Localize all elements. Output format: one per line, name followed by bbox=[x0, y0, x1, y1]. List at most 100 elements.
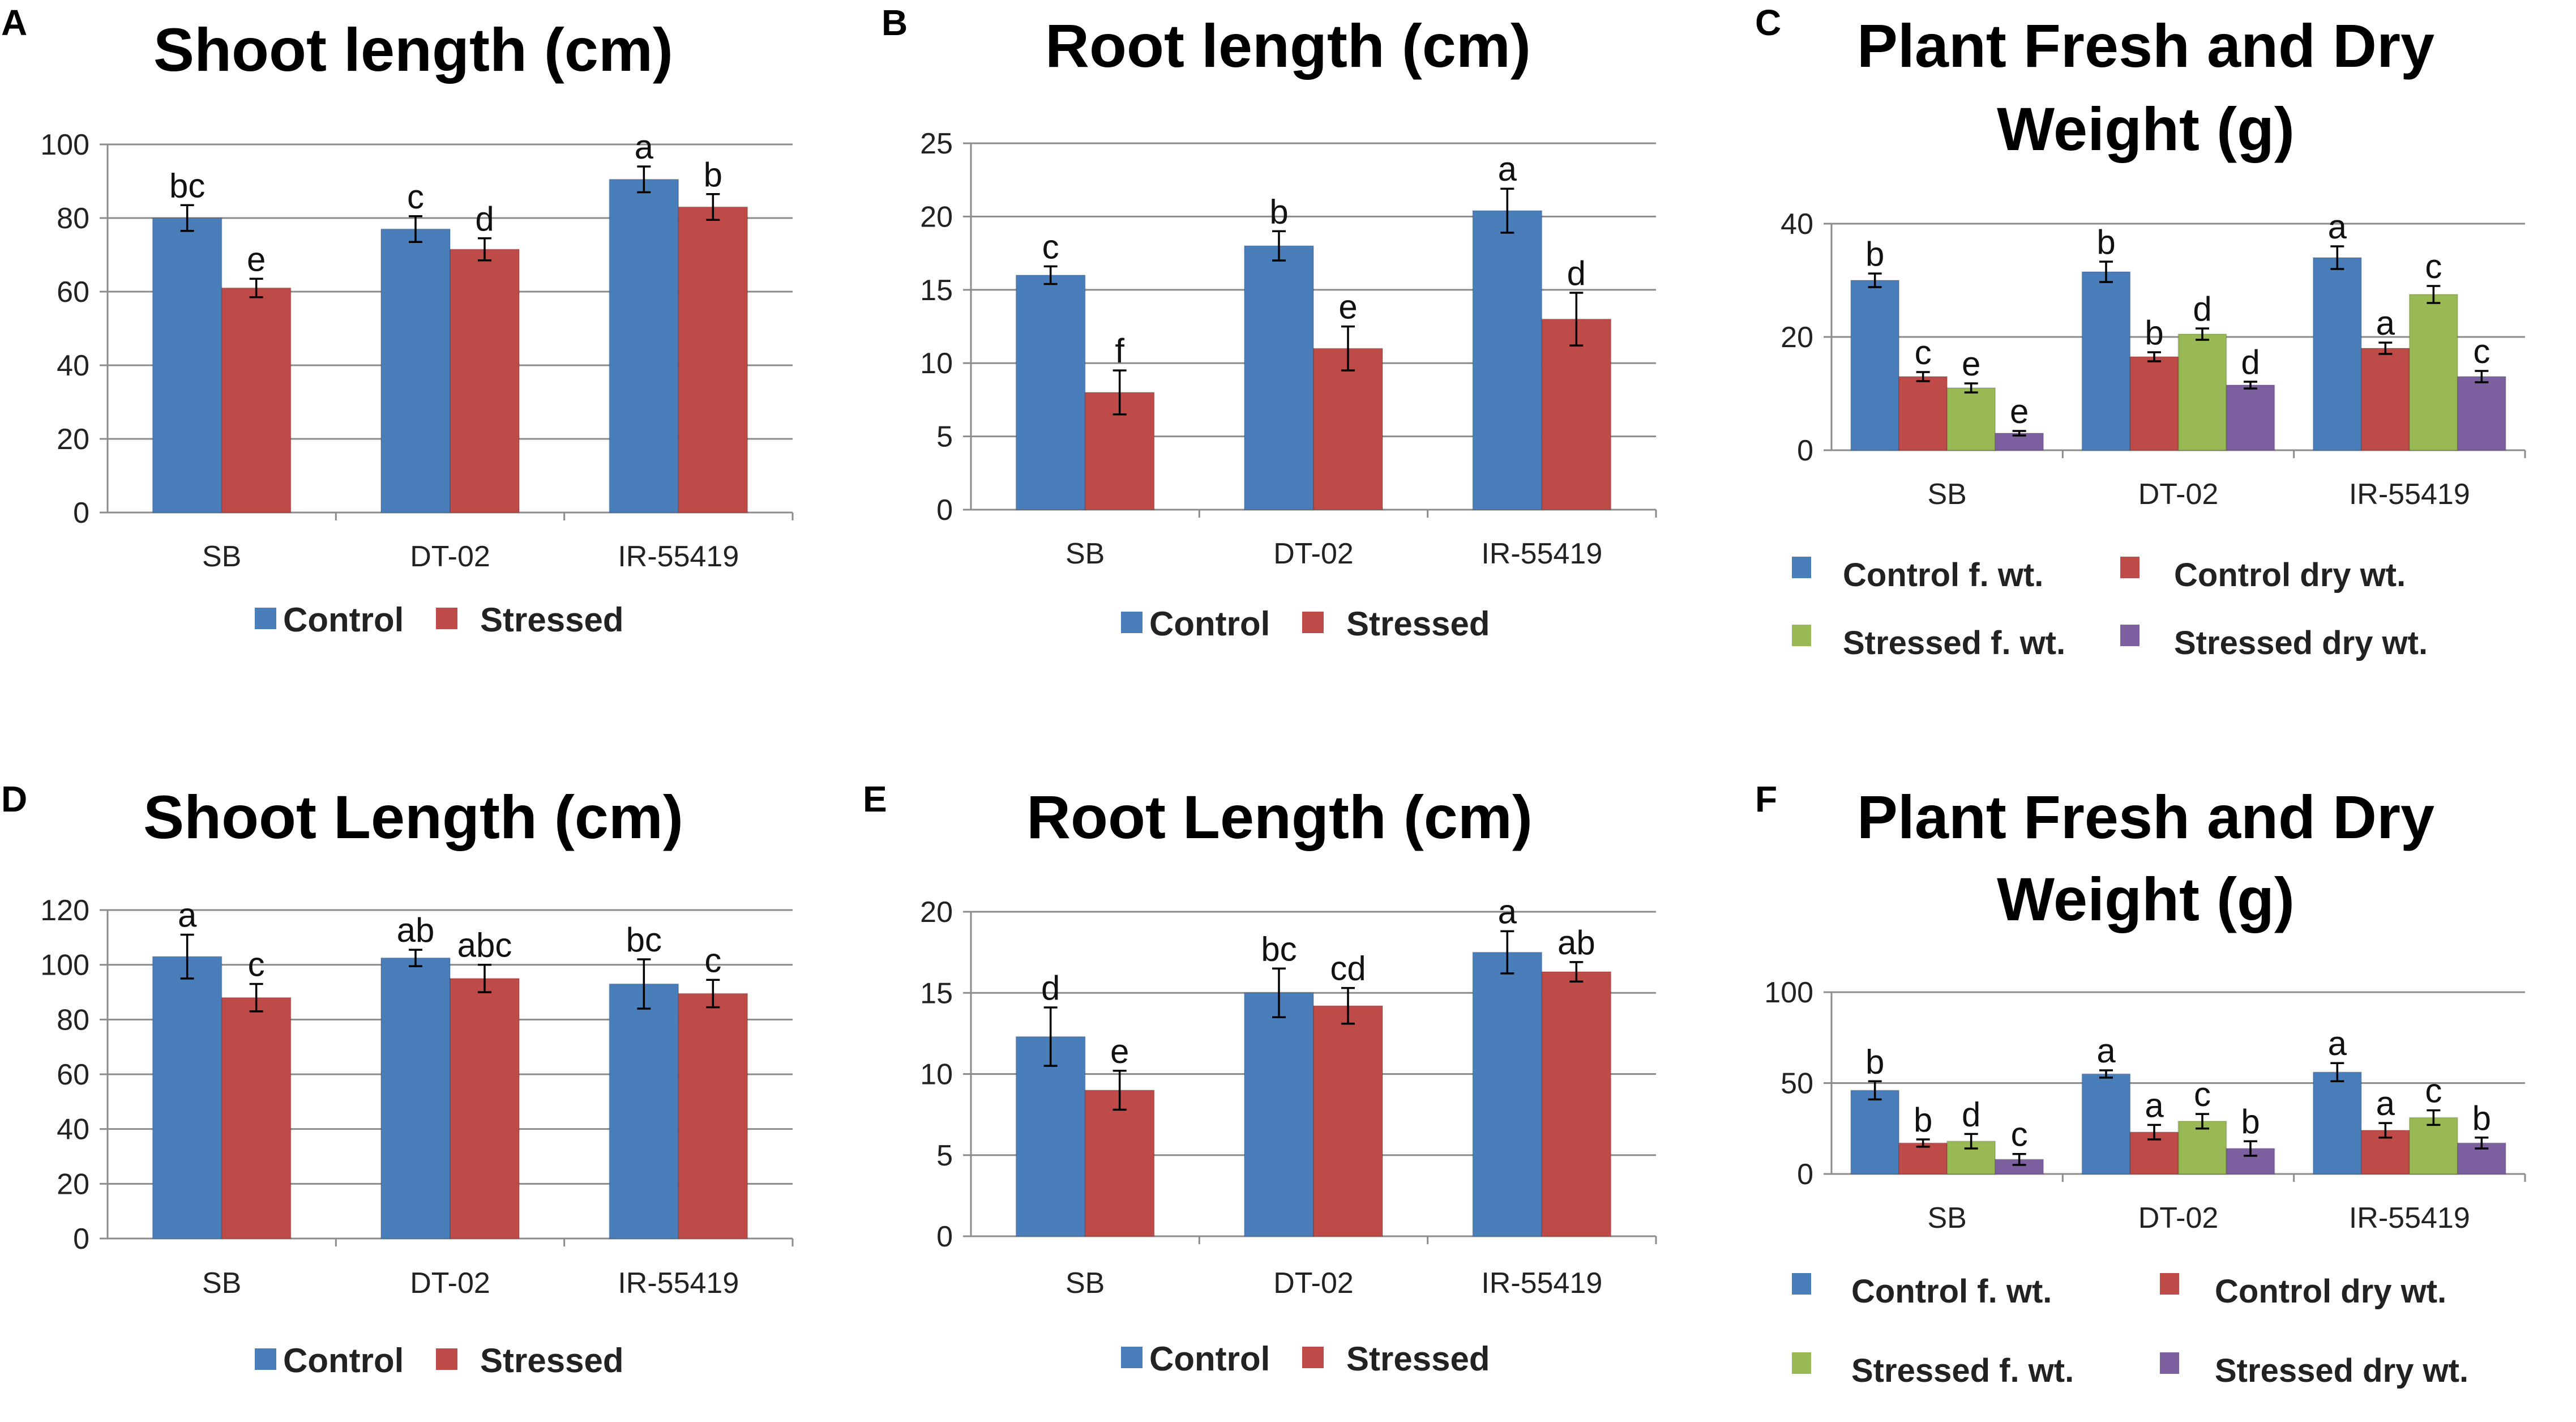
significance-label: d bbox=[475, 200, 494, 238]
legend-swatch bbox=[1792, 1273, 1811, 1295]
chart-title: Shoot length (cm) bbox=[153, 15, 673, 84]
significance-label: a bbox=[2376, 1084, 2395, 1122]
y-tick-label: 100 bbox=[40, 129, 89, 161]
bar bbox=[1946, 387, 1996, 451]
significance-label: bc bbox=[169, 166, 205, 204]
y-tick-label: 20 bbox=[1781, 321, 1813, 354]
legend-swatch bbox=[255, 608, 276, 629]
legend-swatch bbox=[1121, 612, 1142, 633]
bar bbox=[2360, 348, 2410, 451]
bar bbox=[450, 249, 520, 513]
significance-label: a bbox=[178, 896, 197, 934]
significance-label: c bbox=[2425, 247, 2442, 285]
bar bbox=[1244, 992, 1314, 1237]
x-category-label: IR-55419 bbox=[618, 540, 739, 573]
x-category-label: SB bbox=[202, 540, 241, 573]
significance-label: c bbox=[248, 946, 265, 984]
panel-letter: A bbox=[1, 2, 27, 43]
significance-label: a bbox=[2376, 304, 2395, 342]
panel-letter: E bbox=[863, 779, 887, 819]
significance-label: a bbox=[1498, 893, 1517, 930]
significance-label: e bbox=[1110, 1032, 1129, 1070]
significance-label: c bbox=[2011, 1116, 2028, 1154]
significance-label: ab bbox=[1557, 924, 1595, 962]
bar bbox=[1541, 318, 1612, 510]
bar bbox=[2177, 334, 2227, 451]
significance-label: abc bbox=[457, 926, 512, 964]
legend: Control f. wt. Control dry wt. Stressed f.… bbox=[1792, 557, 2428, 661]
chart-title: Root length (cm) bbox=[1045, 11, 1531, 80]
bar bbox=[1541, 971, 1612, 1237]
significance-label: a bbox=[1498, 150, 1517, 188]
legend-swatch bbox=[2120, 625, 2139, 646]
y-tick-label: 15 bbox=[920, 274, 953, 307]
legend: Control Stressed bbox=[255, 601, 623, 639]
significance-label: bc bbox=[626, 921, 662, 959]
bar bbox=[678, 993, 748, 1239]
significance-label: c bbox=[1915, 334, 1932, 371]
y-tick-label: 20 bbox=[57, 1168, 89, 1201]
y-tick-label: 10 bbox=[920, 347, 953, 380]
x-category-label: DT-02 bbox=[2138, 1202, 2219, 1235]
bar bbox=[2457, 376, 2506, 451]
bar bbox=[2408, 294, 2458, 451]
legend-swatch bbox=[255, 1348, 276, 1370]
x-category-label: DT-02 bbox=[2138, 478, 2219, 511]
y-tick-label: 0 bbox=[73, 497, 89, 529]
bar bbox=[2312, 257, 2362, 451]
bar bbox=[1898, 376, 1948, 451]
significance-label: a bbox=[2145, 1086, 2164, 1124]
significance-label: c bbox=[1042, 228, 1059, 266]
bar bbox=[2129, 356, 2179, 451]
significance-label: c bbox=[407, 178, 424, 216]
y-tick-label: 100 bbox=[40, 949, 89, 982]
bar bbox=[678, 206, 748, 513]
bar bbox=[450, 977, 520, 1240]
chart-title: Weight (g) bbox=[1997, 95, 2295, 163]
y-tick-label: 0 bbox=[73, 1223, 89, 1256]
legend-label: Control dry wt. bbox=[2174, 557, 2406, 593]
legend: Control Stressed bbox=[1121, 1340, 1490, 1378]
x-category-label: SB bbox=[1066, 537, 1105, 570]
bar bbox=[1313, 348, 1383, 510]
y-tick-label: 120 bbox=[40, 894, 89, 927]
legend-swatch bbox=[1792, 557, 1811, 578]
bar bbox=[1850, 280, 1900, 451]
significance-label: c bbox=[2425, 1072, 2442, 1110]
x-category-label: IR-55419 bbox=[1481, 537, 1602, 570]
y-tick-label: 80 bbox=[57, 202, 89, 235]
legend-label: Control f. wt. bbox=[1843, 557, 2043, 593]
x-category-label: DT-02 bbox=[1273, 537, 1354, 570]
bar bbox=[1084, 1090, 1155, 1237]
significance-label: e bbox=[247, 240, 266, 278]
y-tick-label: 50 bbox=[1781, 1067, 1813, 1100]
y-tick-label: 25 bbox=[920, 127, 953, 160]
bar bbox=[221, 997, 292, 1239]
y-tick-label: 0 bbox=[936, 494, 953, 527]
panel-letter: F bbox=[1755, 779, 1777, 819]
x-category-label: IR-55419 bbox=[2349, 478, 2470, 511]
significance-label: b bbox=[2096, 223, 2115, 261]
significance-label: b bbox=[1865, 1043, 1884, 1081]
legend-swatch bbox=[436, 608, 457, 629]
legend-label: Stressed bbox=[1346, 605, 1490, 643]
legend-label: Control bbox=[283, 601, 404, 639]
x-category-label: DT-02 bbox=[410, 540, 490, 573]
bar bbox=[1898, 1142, 1948, 1175]
x-category-label: IR-55419 bbox=[2349, 1202, 2470, 1235]
y-tick-label: 60 bbox=[57, 276, 89, 309]
legend-swatch bbox=[2160, 1352, 2179, 1374]
legend-swatch bbox=[2160, 1273, 2179, 1295]
legend: Control f. wt. Control dry wt. Stressed f.… bbox=[1792, 1273, 2468, 1389]
y-tick-label: 20 bbox=[920, 200, 953, 233]
x-category-label: IR-55419 bbox=[1481, 1267, 1602, 1300]
legend-label: Control bbox=[1149, 605, 1270, 643]
legend-swatch bbox=[1302, 612, 1324, 633]
bar bbox=[152, 956, 222, 1239]
bar bbox=[1472, 951, 1543, 1237]
bar bbox=[2312, 1071, 2362, 1175]
significance-label: b bbox=[1865, 235, 1884, 273]
bar bbox=[2081, 1073, 2131, 1175]
